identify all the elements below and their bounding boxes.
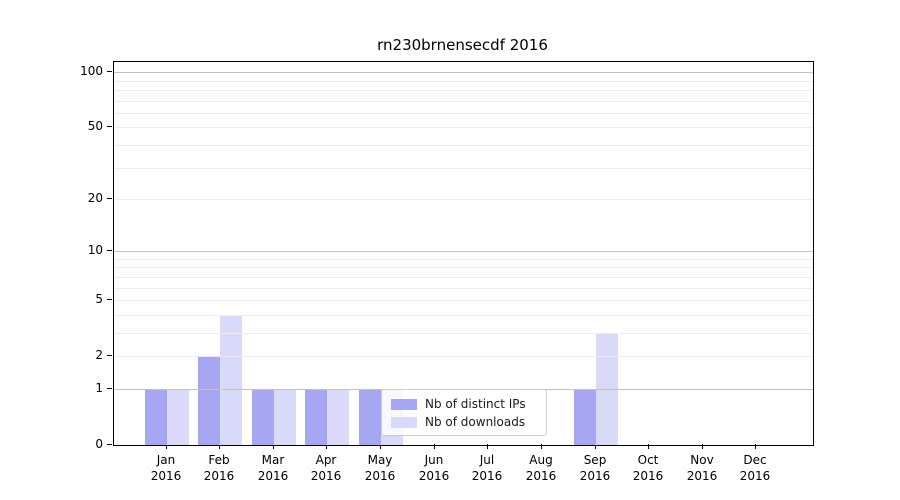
x-tick-label-nov: Nov 2016 bbox=[686, 453, 718, 483]
legend-item-downloads: Nb of downloads bbox=[391, 414, 538, 430]
x-tick-dec bbox=[755, 444, 756, 449]
gridline-minor-70 bbox=[114, 101, 813, 102]
gridline-minor-5 bbox=[114, 300, 813, 301]
y-tick-5 bbox=[107, 299, 112, 300]
gridline-minor-40 bbox=[114, 145, 813, 146]
x-tick-aug bbox=[541, 444, 542, 449]
legend-swatch-downloads bbox=[391, 416, 417, 428]
y-tick-0 bbox=[107, 444, 112, 445]
x-tick-label-sep: Sep 2016 bbox=[579, 453, 611, 483]
x-tick-feb bbox=[219, 444, 220, 449]
x-tick-label-apr: Apr 2016 bbox=[310, 453, 342, 483]
x-tick-mar bbox=[273, 444, 274, 449]
x-tick-nov bbox=[702, 444, 703, 449]
plot-area bbox=[113, 61, 814, 446]
gridline-minor-6 bbox=[114, 288, 813, 289]
gridline-minor-50 bbox=[114, 127, 813, 128]
y-tick-1 bbox=[107, 388, 112, 389]
legend-label-downloads: Nb of downloads bbox=[425, 415, 526, 429]
bar-downloads-mar bbox=[274, 389, 296, 445]
gridline-minor-20 bbox=[114, 199, 813, 200]
x-tick-may bbox=[380, 444, 381, 449]
y-tick-label-1: 1 bbox=[95, 381, 103, 395]
x-tick-apr bbox=[326, 444, 327, 449]
gridline-minor-90 bbox=[114, 81, 813, 82]
y-tick-100 bbox=[107, 71, 112, 72]
y-tick-label-2: 2 bbox=[95, 348, 103, 362]
bar-distinct-ips-sep bbox=[574, 389, 596, 445]
x-tick-label-jun: Jun 2016 bbox=[418, 453, 450, 483]
bar-distinct-ips-may bbox=[359, 389, 381, 445]
gridline-minor-80 bbox=[114, 90, 813, 91]
x-tick-label-aug: Aug 2016 bbox=[525, 453, 557, 483]
legend: Nb of distinct IPs Nb of downloads bbox=[381, 389, 547, 436]
y-tick-20 bbox=[107, 198, 112, 199]
y-tick-label-20: 20 bbox=[87, 191, 103, 205]
y-tick-label-10: 10 bbox=[87, 243, 103, 257]
bar-downloads-feb bbox=[220, 315, 242, 445]
x-tick-jan bbox=[166, 444, 167, 449]
legend-item-distinct-ips: Nb of distinct IPs bbox=[391, 396, 538, 412]
x-tick-label-jan: Jan 2016 bbox=[150, 453, 182, 483]
gridline-minor-3 bbox=[114, 333, 813, 334]
gridline-major-100 bbox=[114, 72, 813, 73]
x-tick-label-mar: Mar 2016 bbox=[257, 453, 289, 483]
x-tick-label-may: May 2016 bbox=[364, 453, 396, 483]
bar-distinct-ips-jan bbox=[145, 389, 167, 445]
gridline-major-10 bbox=[114, 251, 813, 252]
x-tick-sep bbox=[595, 444, 596, 449]
gridline-minor-8 bbox=[114, 267, 813, 268]
x-tick-label-dec: Dec 2016 bbox=[739, 453, 771, 483]
bar-downloads-apr bbox=[327, 389, 349, 445]
bar-distinct-ips-mar bbox=[252, 389, 274, 445]
legend-swatch-distinct-ips bbox=[391, 398, 417, 410]
y-tick-label-100: 100 bbox=[80, 64, 103, 78]
y-tick-label-50: 50 bbox=[87, 119, 103, 133]
x-tick-label-feb: Feb 2016 bbox=[203, 453, 235, 483]
bar-downloads-jan bbox=[167, 389, 189, 445]
bar-downloads-sep bbox=[596, 333, 618, 445]
y-tick-label-5: 5 bbox=[95, 292, 103, 306]
gridline-minor-9 bbox=[114, 259, 813, 260]
chart-title: rn230brnensecdf 2016 bbox=[377, 36, 548, 54]
y-tick-label-0: 0 bbox=[95, 437, 103, 451]
bar-distinct-ips-apr bbox=[305, 389, 327, 445]
x-tick-jul bbox=[487, 444, 488, 449]
y-tick-50 bbox=[107, 126, 112, 127]
gridline-minor-4 bbox=[114, 315, 813, 316]
gridline-minor-7 bbox=[114, 277, 813, 278]
y-tick-2 bbox=[107, 355, 112, 356]
gridline-minor-30 bbox=[114, 168, 813, 169]
legend-label-distinct-ips: Nb of distinct IPs bbox=[425, 397, 526, 411]
y-tick-10 bbox=[107, 250, 112, 251]
bar-distinct-ips-feb bbox=[198, 356, 220, 445]
x-tick-jun bbox=[434, 444, 435, 449]
x-tick-oct bbox=[648, 444, 649, 449]
x-tick-label-oct: Oct 2016 bbox=[632, 453, 664, 483]
gridline-minor-60 bbox=[114, 113, 813, 114]
x-tick-label-jul: Jul 2016 bbox=[471, 453, 503, 483]
